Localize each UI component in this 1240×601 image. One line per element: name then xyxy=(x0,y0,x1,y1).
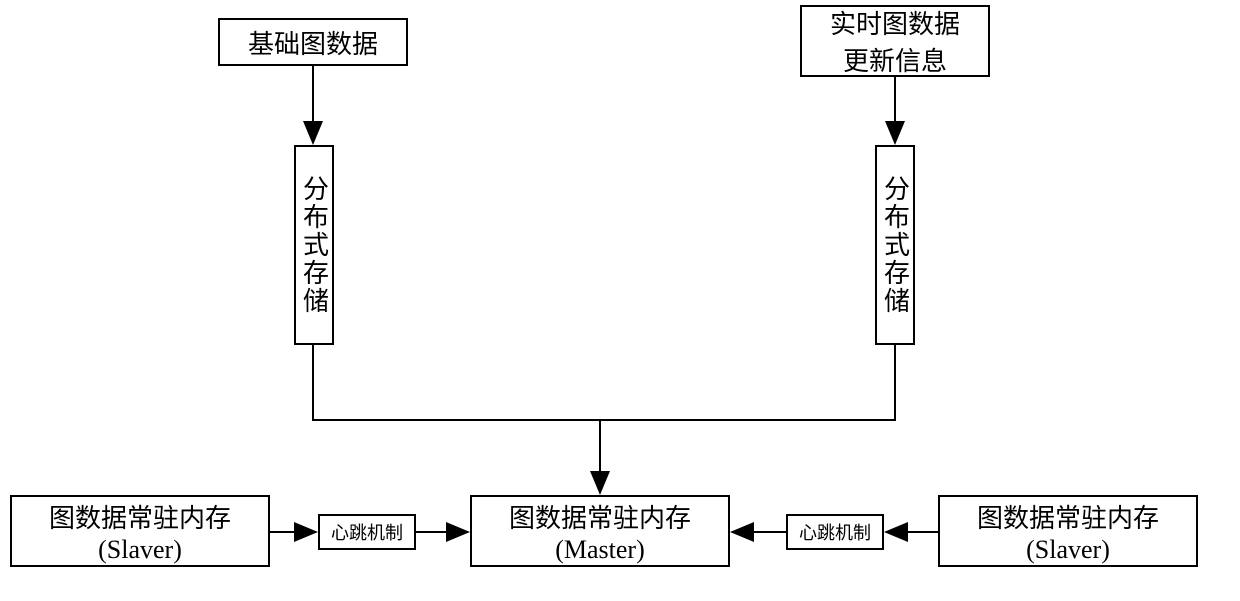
label-line1: 实时图数据 xyxy=(830,4,960,41)
label-line2: (Slaver) xyxy=(49,535,231,565)
label: 分布式存储 xyxy=(296,175,333,315)
label-line1: 图数据常驻内存 xyxy=(977,498,1159,535)
label: 分布式存储 xyxy=(877,175,914,315)
label: 基础图数据 xyxy=(248,24,378,61)
label-line1: 图数据常驻内存 xyxy=(49,498,231,535)
node-heartbeat-left: 心跳机制 xyxy=(318,514,416,550)
label-wrap: 图数据常驻内存 (Master) xyxy=(509,498,691,565)
node-dist-storage-left: 分布式存储 xyxy=(294,145,334,345)
node-heartbeat-right: 心跳机制 xyxy=(786,514,884,550)
edge-merge-to-master xyxy=(313,345,895,420)
label-line2: (Slaver) xyxy=(977,535,1159,565)
node-master: 图数据常驻内存 (Master) xyxy=(470,495,730,567)
label: 心跳机制 xyxy=(331,519,403,545)
node-base-data: 基础图数据 xyxy=(218,18,408,66)
label-line2: 更新信息 xyxy=(830,41,960,78)
label-line1: 图数据常驻内存 xyxy=(509,498,691,535)
label: 心跳机制 xyxy=(799,519,871,545)
node-realtime-data: 实时图数据 更新信息 xyxy=(800,5,990,77)
label-wrap: 实时图数据 更新信息 xyxy=(830,4,960,78)
label-line2: (Master) xyxy=(509,535,691,565)
node-slaver-right: 图数据常驻内存 (Slaver) xyxy=(938,495,1198,567)
label-wrap: 图数据常驻内存 (Slaver) xyxy=(977,498,1159,565)
node-dist-storage-right: 分布式存储 xyxy=(875,145,915,345)
node-slaver-left: 图数据常驻内存 (Slaver) xyxy=(10,495,270,567)
label-wrap: 图数据常驻内存 (Slaver) xyxy=(49,498,231,565)
